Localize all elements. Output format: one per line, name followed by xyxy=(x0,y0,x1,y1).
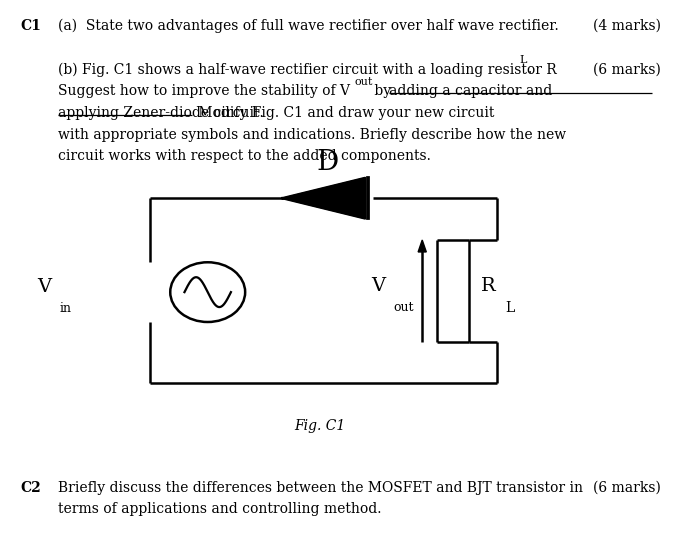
Text: (b) Fig. C1 shows a half-wave rectifier circuit with a loading resistor R: (b) Fig. C1 shows a half-wave rectifier … xyxy=(58,62,556,77)
Text: L: L xyxy=(505,301,515,315)
Text: C2: C2 xyxy=(20,481,41,495)
Polygon shape xyxy=(418,240,426,252)
Text: out: out xyxy=(355,77,373,87)
Text: Suggest how to improve the stability of V: Suggest how to improve the stability of … xyxy=(58,84,350,98)
Text: out: out xyxy=(394,301,414,314)
Text: .: . xyxy=(528,62,532,77)
Text: (a)  State two advantages of full wave rectifier over half wave rectifier.: (a) State two advantages of full wave re… xyxy=(58,19,558,34)
Text: (6 marks): (6 marks) xyxy=(592,481,661,495)
Text: (6 marks): (6 marks) xyxy=(592,62,661,77)
Text: (4 marks): (4 marks) xyxy=(592,19,661,33)
Text: L: L xyxy=(519,55,526,65)
Text: circuit works with respect to the added components.: circuit works with respect to the added … xyxy=(58,149,431,163)
Text: in: in xyxy=(60,302,72,315)
Text: D: D xyxy=(317,149,339,176)
Text: terms of applications and controlling method.: terms of applications and controlling me… xyxy=(58,502,381,516)
Text: V: V xyxy=(37,277,52,296)
Text: with appropriate symbols and indications. Briefly describe how the new: with appropriate symbols and indications… xyxy=(58,128,566,142)
Text: R: R xyxy=(481,276,496,295)
Text: by: by xyxy=(370,84,395,98)
Polygon shape xyxy=(283,178,365,218)
Text: Fig. C1: Fig. C1 xyxy=(294,419,346,433)
Text: adding a capacitor and: adding a capacitor and xyxy=(389,84,552,98)
Text: V: V xyxy=(371,276,385,295)
Text: Modify Fig. C1 and draw your new circuit: Modify Fig. C1 and draw your new circuit xyxy=(194,106,494,120)
Text: C1: C1 xyxy=(20,19,42,33)
Text: Briefly discuss the differences between the MOSFET and BJT transistor in: Briefly discuss the differences between … xyxy=(58,481,583,495)
Text: applying Zener-diode circuit.: applying Zener-diode circuit. xyxy=(58,106,264,120)
